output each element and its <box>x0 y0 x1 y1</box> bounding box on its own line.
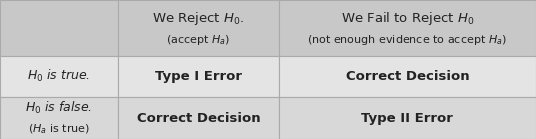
Bar <box>279 56 536 97</box>
Text: Type I Error: Type I Error <box>155 70 242 83</box>
Text: (accept $H_a$): (accept $H_a$) <box>166 33 230 47</box>
Bar <box>118 97 279 139</box>
Text: Correct Decision: Correct Decision <box>137 112 260 125</box>
Bar <box>0 56 118 97</box>
Bar <box>0 0 118 56</box>
Text: ($H_a$ is true): ($H_a$ is true) <box>28 122 90 136</box>
Bar <box>118 0 279 56</box>
Bar <box>279 97 536 139</box>
Text: Correct Decision: Correct Decision <box>346 70 469 83</box>
Text: $H_0$ is false.: $H_0$ is false. <box>25 100 93 116</box>
Text: (not enough evidence to accept $H_a$): (not enough evidence to accept $H_a$) <box>308 33 507 47</box>
Text: $H_0$ is true.: $H_0$ is true. <box>27 68 91 85</box>
Bar <box>0 97 118 139</box>
Bar <box>279 0 536 56</box>
Text: We Fail to Reject $H_0$: We Fail to Reject $H_0$ <box>341 10 474 27</box>
Text: Type II Error: Type II Error <box>361 112 453 125</box>
Bar <box>118 56 279 97</box>
Text: We Reject $H_0$.: We Reject $H_0$. <box>152 10 244 27</box>
